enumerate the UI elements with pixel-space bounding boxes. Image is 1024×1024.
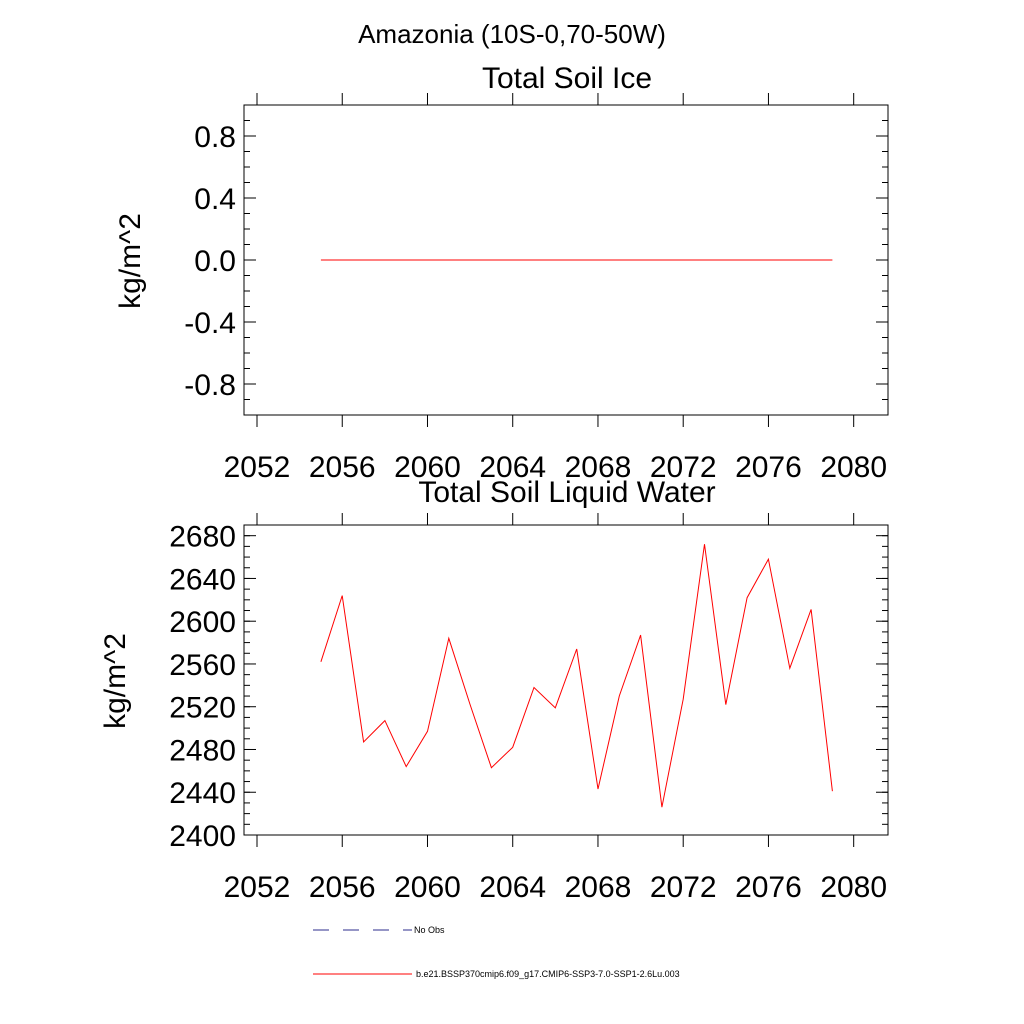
x-tick-label: 2060 bbox=[394, 451, 461, 484]
y-tick-label: 2560 bbox=[169, 649, 236, 682]
x-tick-label: 2080 bbox=[820, 871, 887, 904]
x-tick-label: 2052 bbox=[224, 451, 291, 484]
y-axis-label: kg/m^2 bbox=[114, 213, 147, 309]
x-tick-label: 2060 bbox=[394, 871, 461, 904]
legend: No Obs b.e21.BSSP370cmip6.f09_g17.CMIP6-… bbox=[313, 925, 680, 979]
x-tick-label: 2080 bbox=[820, 451, 887, 484]
y-tick-label: 0.4 bbox=[194, 183, 236, 216]
y-tick-label: 2440 bbox=[169, 777, 236, 810]
chart-total-soil-ice: 2052 2056 2060 2064 2068 2072 2076 2080 -0.8 -0.4… bbox=[114, 62, 889, 484]
x-tick-label: 2076 bbox=[735, 451, 802, 484]
legend-no-obs-label: No Obs bbox=[414, 925, 445, 935]
chart-title: Total Soil Liquid Water bbox=[418, 476, 715, 509]
series-line bbox=[320, 544, 833, 808]
x-tick-label: 2076 bbox=[735, 871, 802, 904]
plot-frame bbox=[243, 524, 889, 836]
y-tick-label: -0.4 bbox=[184, 307, 236, 340]
x-tick-label: 2056 bbox=[309, 871, 376, 904]
y-tick-label: 0.0 bbox=[194, 245, 236, 278]
y-tick-label: 0.8 bbox=[194, 121, 236, 154]
chart-total-soil-liquid-water: 2052 2056 2060 2064 2068 2072 2076 2080 2400 2440… bbox=[99, 476, 889, 904]
y-tick-label: 2600 bbox=[169, 606, 236, 639]
legend-series-label: b.e21.BSSP370cmip6.f09_g17.CMIP6-SSP3-7.… bbox=[416, 969, 680, 979]
y-tick-label: 2640 bbox=[169, 563, 236, 596]
x-tick-label: 2068 bbox=[565, 451, 632, 484]
x-tick-label: 2056 bbox=[309, 451, 376, 484]
y-axis-label: kg/m^2 bbox=[99, 633, 132, 729]
y-tick-label: -0.8 bbox=[184, 369, 236, 402]
page-title: Amazonia (10S-0,70-50W) bbox=[358, 19, 666, 49]
y-tick-label: 2680 bbox=[169, 521, 236, 554]
x-tick-label: 2072 bbox=[650, 451, 717, 484]
chart-title: Total Soil Ice bbox=[482, 62, 652, 95]
x-tick-label: 2052 bbox=[224, 871, 291, 904]
y-tick-label: 2480 bbox=[169, 734, 236, 767]
x-tick-label: 2064 bbox=[479, 451, 546, 484]
x-tick-label: 2068 bbox=[565, 871, 632, 904]
x-tick-label: 2064 bbox=[479, 871, 546, 904]
y-tick-label: 2400 bbox=[169, 820, 236, 853]
y-tick-label: 2520 bbox=[169, 692, 236, 725]
x-tick-label: 2072 bbox=[650, 871, 717, 904]
